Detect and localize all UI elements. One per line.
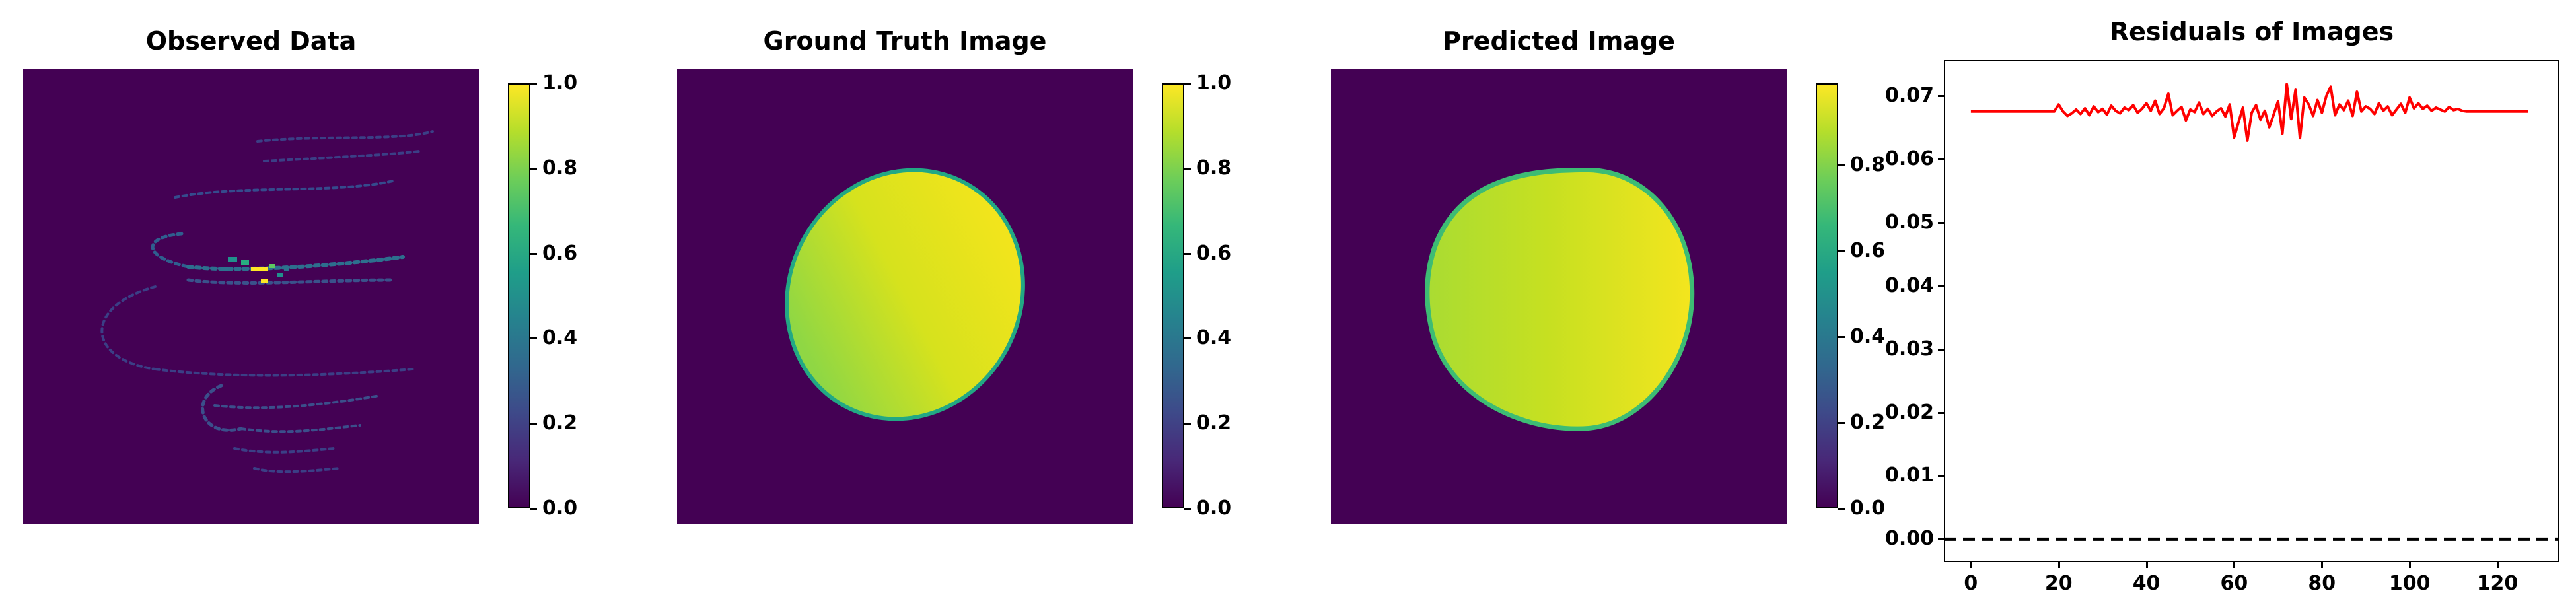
residuals-y-tick [1938,348,1945,351]
predicted-title: Predicted Image [1443,26,1675,55]
ground-truth-colorbar-tick-label: 0.0 [1196,497,1232,520]
residuals-x-tick [2057,561,2060,568]
observed-colorbar-tick-label: 1.0 [542,71,578,94]
residuals-x-tick-label: 20 [2044,572,2073,595]
observed-colorbar-tick [530,252,537,255]
residuals-y-tick [1938,411,1945,414]
observed-data-title: Observed Data [145,26,357,55]
observed-colorbar-tick [530,337,537,340]
residuals-x-tick-label: 120 [2476,572,2519,595]
predicted-colorbar-tick-label: 0.8 [1850,153,1886,176]
observed-colorbar [508,83,530,508]
residuals-x-tick [2409,561,2412,568]
observed-spiral-traces [100,130,434,473]
residuals-x-tick-label: 60 [2220,572,2248,595]
ground-truth-colorbar-tick-label: 0.8 [1196,156,1232,180]
predicted-heatmap [1331,69,1787,524]
residuals-x-tick [2145,561,2148,568]
predicted-disk [1425,168,1695,431]
residuals-y-tick-label: 0.01 [1884,464,1934,487]
residuals-y-tick [1938,285,1945,287]
ground-truth-disk [785,168,1025,421]
observed-colorbar-tick-label: 0.6 [542,241,578,265]
ground-truth-colorbar-tick-label: 1.0 [1196,71,1232,94]
observed-colorbar-tick-label: 0.2 [542,411,578,435]
residuals-y-tick [1938,158,1945,160]
residuals-y-tick [1938,475,1945,477]
residuals-y-tick-label: 0.06 [1884,147,1934,170]
predicted-colorbar-tick [1838,335,1845,338]
ground-truth-colorbar-tick [1184,423,1191,425]
residuals-y-tick-label: 0.03 [1884,337,1934,361]
residuals-x-tick [2321,561,2324,568]
residuals-y-tick-label: 0.02 [1884,400,1934,424]
observed-colorbar-tick-label: 0.0 [542,497,578,520]
ground-truth-colorbar-tick-label: 0.2 [1196,411,1232,435]
observed-bright-spots [221,257,289,283]
ground-truth-colorbar-tick [1184,83,1191,85]
residuals-y-tick [1938,94,1945,97]
ground-truth-colorbar-tick [1184,252,1191,255]
observed-colorbar-tick-label: 0.8 [542,156,578,180]
observed-colorbar-tick [530,423,537,425]
residuals-y-tick-label: 0.05 [1884,210,1934,234]
predicted-colorbar-tick [1838,421,1845,424]
residuals-x-tick-label: 80 [2308,572,2336,595]
observed-colorbar-tick [530,83,537,85]
predicted-colorbar-tick-label: 0.2 [1850,410,1886,434]
predicted-colorbar-tick [1838,250,1845,252]
residuals-axes-frame [1944,60,2559,562]
residuals-x-tick-label: 0 [1964,572,1978,595]
observed-colorbar-tick-label: 0.4 [542,326,578,350]
observed-colorbar-tick [530,508,537,510]
ground-truth-colorbar-tick [1184,508,1191,510]
ground-truth-colorbar-tick-label: 0.6 [1196,241,1232,265]
ground-truth-colorbar-tick-label: 0.4 [1196,326,1232,350]
residuals-y-tick-label: 0.00 [1884,527,1934,551]
ground-truth-heatmap [677,69,1133,524]
predicted-colorbar-tick-label: 0.0 [1850,497,1886,520]
residuals-x-tick-label: 40 [2132,572,2161,595]
observed-colorbar-tick [530,167,537,170]
predicted-colorbar [1816,83,1838,508]
ground-truth-colorbar [1162,83,1184,508]
ground-truth-colorbar-tick [1184,337,1191,340]
residuals-x-tick [2233,561,2236,568]
residual-series-line [1970,83,2528,142]
predicted-colorbar-tick [1838,508,1845,510]
residuals-y-tick-label: 0.07 [1884,83,1934,107]
residuals-y-tick-label: 0.04 [1884,273,1934,297]
ground-truth-colorbar-tick [1184,167,1191,170]
residuals-x-tick-label: 100 [2388,572,2431,595]
predicted-colorbar-tick-label: 0.4 [1850,324,1886,348]
predicted-colorbar-tick-label: 0.6 [1850,238,1886,262]
residuals-title: Residuals of Images [2109,17,2394,46]
residuals-x-tick [1970,561,1972,568]
observed-data-heatmap [23,69,479,524]
residuals-y-tick [1938,221,1945,224]
ground-truth-title: Ground Truth Image [763,26,1047,55]
residuals-y-tick [1938,538,1945,541]
predicted-colorbar-tick [1838,164,1845,166]
residuals-x-tick [2497,561,2499,568]
